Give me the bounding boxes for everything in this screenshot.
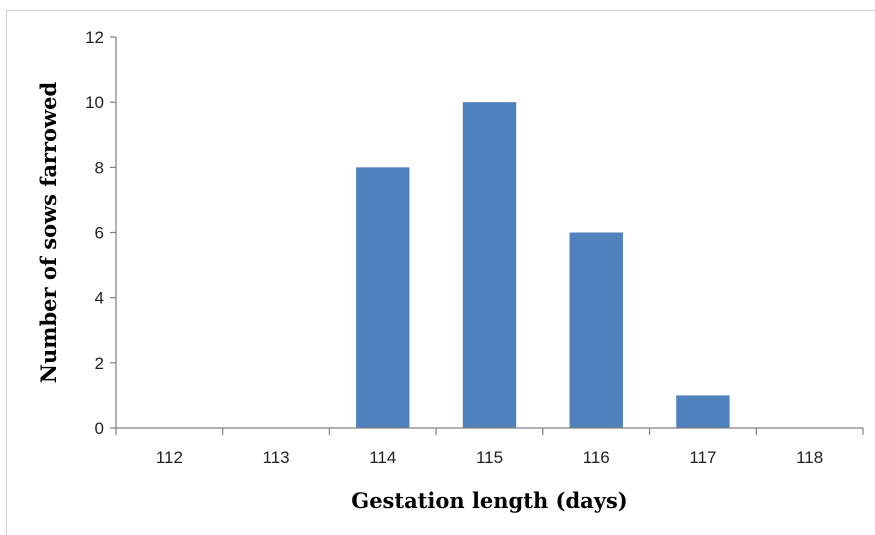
x-tick-label: 115: [476, 448, 503, 467]
x-ticks-group: 112 113 114 115 116 117 118: [115, 428, 864, 467]
bar-114: [356, 167, 410, 429]
x-tick-label: 117: [689, 448, 716, 467]
y-ticks-group: 0 2 4 6 8 10 12: [85, 28, 116, 438]
bar-116: [569, 232, 623, 428]
bar-117: [676, 395, 730, 428]
y-tick-label: 6: [95, 224, 104, 243]
x-tick-label: 112: [156, 448, 183, 467]
x-tick-label: 114: [369, 448, 396, 467]
chart-frame: [6, 10, 875, 535]
x-axis-title: Gestation length (days): [351, 488, 627, 513]
y-tick-label: 12: [85, 28, 104, 47]
y-tick-label: 0: [95, 419, 104, 438]
x-tick-label: 118: [796, 448, 823, 467]
y-tick-label: 2: [95, 354, 104, 373]
x-tick-label: 116: [583, 448, 610, 467]
bar-115: [462, 102, 517, 429]
y-axis-title: Number of sows farrowed: [36, 81, 61, 383]
y-tick-label: 10: [85, 93, 104, 112]
x-tick-label: 113: [263, 448, 290, 467]
bars-group: [356, 102, 730, 429]
y-tick-label: 8: [95, 158, 104, 177]
y-tick-label: 4: [95, 289, 104, 308]
